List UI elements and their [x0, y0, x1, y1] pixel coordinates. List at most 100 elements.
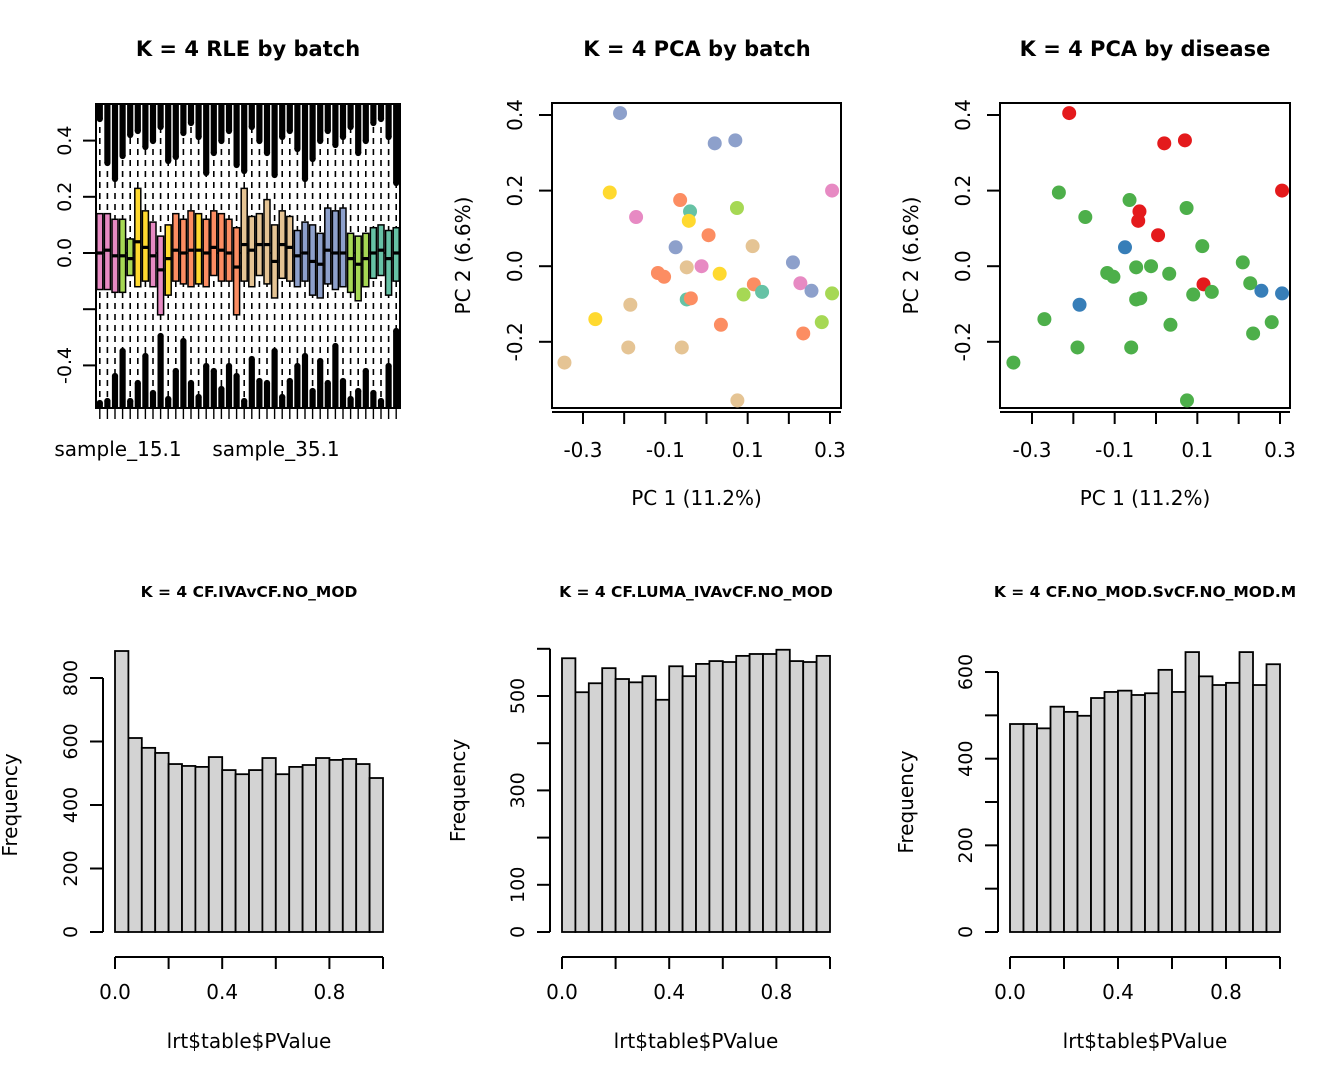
outlier-mass-bottom-tip	[142, 352, 149, 360]
outlier-mass-bottom	[134, 383, 141, 408]
x-tick-label: 0.8	[760, 980, 792, 1004]
outlier-mass-top	[263, 104, 271, 153]
pca-point	[1162, 266, 1177, 281]
outlier-mass-top	[355, 104, 362, 153]
pca-point	[736, 287, 751, 302]
pca-point	[673, 193, 688, 208]
outlier-mass-top	[301, 104, 309, 179]
outlier-mass-top-tip	[172, 153, 179, 161]
outlier-mass-top-tip	[332, 141, 339, 149]
outlier-mass-bottom-tip	[301, 352, 309, 360]
outlier-mass-top-tip	[225, 127, 233, 135]
hist-bar	[301, 764, 317, 933]
pca-point	[1235, 255, 1250, 270]
pca-point	[712, 266, 727, 281]
hist-bar	[288, 766, 304, 933]
outlier-mass-bottom-tip	[355, 387, 362, 395]
hist-bar	[601, 667, 617, 933]
outlier-mass-bottom-tip	[241, 397, 248, 405]
outlier-mass-bottom	[119, 351, 126, 408]
x-tick-label: 0.8	[313, 980, 345, 1004]
pca-point	[825, 183, 840, 198]
outlier-mass-top	[218, 104, 225, 141]
outlier-mass-bottom	[233, 376, 240, 408]
outlier-mass-top	[134, 104, 141, 131]
outlier-mass-bottom-tip	[195, 393, 202, 401]
pca-point	[755, 284, 770, 299]
y-axis-label: Frequency	[446, 739, 470, 842]
hist-bar	[1252, 684, 1268, 933]
pca-point	[621, 340, 636, 355]
outlier-mass-top	[347, 104, 354, 127]
outlier-mass-bottom-tip	[294, 362, 301, 370]
outlier-mass-bottom-tip	[96, 399, 103, 407]
outlier-mass-bottom	[362, 371, 369, 408]
outlier-mass-top	[339, 104, 347, 137]
hist-bar	[274, 773, 291, 933]
pca-point	[683, 291, 698, 306]
pca-point	[1037, 312, 1052, 327]
hist-bar	[368, 777, 384, 933]
box	[134, 187, 142, 288]
hist-bar	[221, 769, 237, 933]
outlier-mass-top-tip	[393, 179, 400, 187]
hist-bar	[614, 678, 630, 933]
hist-bar	[762, 653, 778, 933]
pca-point	[745, 239, 760, 254]
outlier-mass-bottom	[279, 397, 286, 408]
pca-point	[804, 283, 819, 298]
pca-point	[1133, 291, 1148, 306]
y-tick-label: 0.2	[951, 175, 975, 207]
outlier-mass-bottom-tip	[104, 397, 111, 405]
y-tick-label: 800	[60, 660, 82, 696]
outlier-mass-bottom	[271, 351, 278, 408]
y-tick-label: 0.2	[54, 182, 76, 212]
y-tick-label: 600	[955, 654, 977, 690]
hist-bar	[802, 661, 818, 933]
outlier-mass-bottom-tip	[210, 367, 217, 375]
outlier-mass-top-tip	[256, 137, 263, 145]
pca-point	[1131, 213, 1146, 228]
outlier-mass-bottom-tip	[377, 397, 385, 405]
outlier-mass-bottom-tip	[362, 367, 369, 375]
outlier-mass-top-tip	[218, 137, 225, 145]
hist-bar	[181, 765, 197, 933]
outlier-mass-top-tip	[339, 133, 347, 141]
box	[339, 207, 347, 288]
outlier-mass-bottom	[294, 366, 301, 408]
y-tick-label: 0.0	[503, 250, 527, 282]
pca-point	[1072, 297, 1087, 312]
x-axis-label: lrt$table$PValue	[614, 1029, 779, 1053]
x-tick-label: 0.4	[653, 980, 685, 1004]
outlier-mass-bottom-tip	[111, 372, 119, 380]
outlier-mass-top	[157, 104, 164, 127]
pca-point	[1204, 284, 1219, 299]
outlier-mass-bottom-tip	[248, 355, 255, 363]
pca-point	[1163, 317, 1178, 332]
hist-bar	[641, 675, 657, 933]
pca-point	[729, 200, 744, 215]
outlier-mass-top	[111, 104, 119, 179]
pca-point	[679, 260, 694, 275]
hist-bar	[328, 759, 344, 933]
x-tick-label: 0.3	[1264, 438, 1296, 462]
outlier-mass-top	[127, 104, 134, 135]
outlier-mass-bottom	[187, 383, 195, 408]
outlier-mass-top-tip	[347, 123, 354, 131]
pca-point	[713, 317, 728, 332]
pca-point	[701, 228, 716, 243]
outlier-mass-bottom-tip	[157, 332, 164, 340]
y-tick-label: 0.4	[503, 99, 527, 131]
outlier-mass-top	[309, 104, 316, 159]
outlier-mass-bottom	[301, 356, 309, 408]
box	[232, 226, 241, 316]
y-tick-label: -0.2	[503, 322, 527, 361]
pca-point	[588, 312, 603, 327]
outlier-mass-top	[362, 104, 369, 141]
y-tick-label: 300	[507, 772, 529, 808]
pca-point	[1275, 286, 1290, 301]
pca-point	[730, 393, 745, 408]
x-tick-label: -0.3	[1012, 438, 1051, 462]
hist-bar	[1009, 723, 1025, 933]
